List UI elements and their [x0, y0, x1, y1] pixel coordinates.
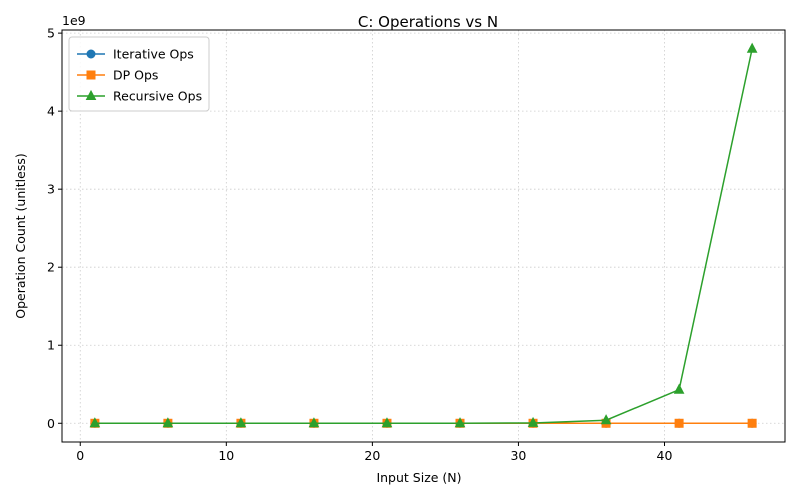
x-axis: 0 10 20 30 40 [76, 442, 672, 463]
data-point [746, 42, 758, 53]
legend-item: Iterative Ops [77, 47, 194, 62]
y-tick-label: 1 [47, 338, 55, 353]
legend-item: Recursive Ops [77, 89, 202, 104]
series-layer [89, 42, 758, 428]
data-point [747, 418, 757, 428]
data-point [308, 417, 320, 428]
series-recursive-ops [89, 42, 758, 428]
plot-frame [61, 29, 786, 443]
y-tick-label: 2 [47, 260, 55, 275]
data-point [527, 416, 539, 427]
y-axis: 0 1 2 3 4 5 [47, 26, 62, 431]
legend-label: DP Ops [113, 68, 158, 83]
data-point [381, 417, 393, 428]
legend-label: Recursive Ops [113, 89, 202, 104]
data-point [454, 417, 466, 428]
legend-marker [86, 49, 96, 59]
data-point [600, 414, 612, 425]
y-axis-title: Operation Count (unitless) [13, 153, 28, 318]
x-tick-label: 20 [364, 448, 380, 463]
data-point [89, 417, 101, 428]
x-tick-label: 10 [218, 448, 234, 463]
legend-marker [85, 89, 97, 100]
data-point [235, 417, 247, 428]
y-tick-label: 0 [47, 416, 55, 431]
y-scale-label: 1e9 [62, 13, 86, 28]
x-tick-label: 30 [510, 448, 526, 463]
legend-marker [86, 70, 96, 80]
y-tick-label: 5 [47, 26, 55, 41]
legend-item: DP Ops [77, 68, 158, 83]
data-point [674, 418, 684, 428]
y-tick-label: 3 [47, 182, 55, 197]
data-point [162, 417, 174, 428]
legend-box [68, 36, 210, 112]
legend: Iterative Ops DP Ops Recursive Ops [68, 36, 210, 112]
x-tick-label: 40 [657, 448, 673, 463]
chart-title: C: Operations vs N [358, 13, 498, 31]
x-tick-label: 0 [76, 448, 84, 463]
legend-label: Iterative Ops [113, 47, 194, 62]
data-point [673, 383, 685, 394]
y-tick-label: 4 [47, 104, 55, 119]
x-axis-title: Input Size (N) [376, 470, 461, 485]
series-line [94, 48, 753, 425]
